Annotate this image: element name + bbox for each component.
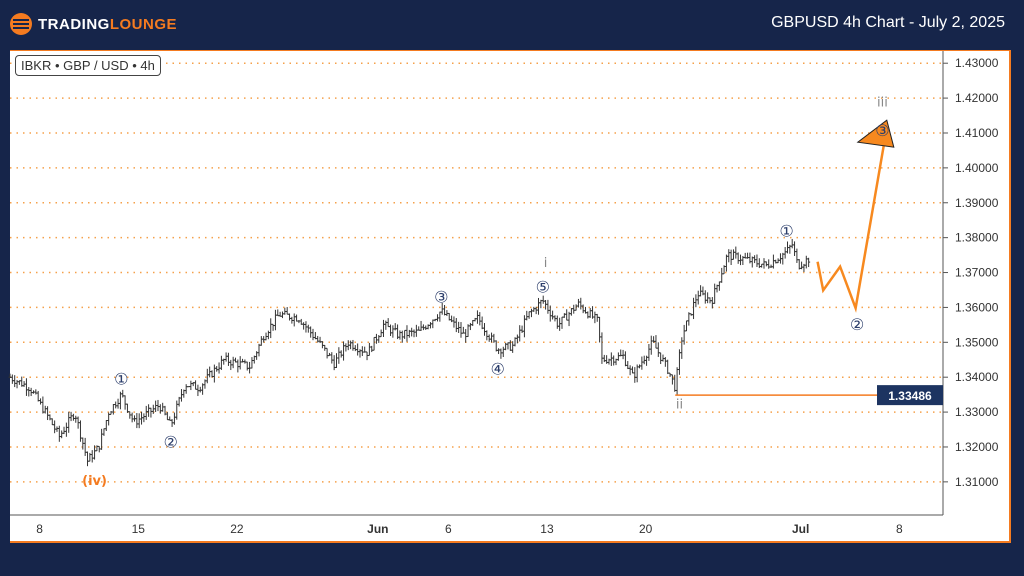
y-tick-label: 1.43000 bbox=[955, 56, 999, 70]
projection-arrowhead-icon bbox=[856, 119, 895, 148]
wave-label: ⑤ bbox=[536, 278, 550, 297]
y-tick-label: 1.42000 bbox=[955, 91, 999, 105]
logo-icon bbox=[10, 13, 32, 35]
y-tick-label: 1.41000 bbox=[955, 126, 999, 140]
logo-text-trading: TRADING bbox=[38, 15, 110, 33]
y-tick-label: 1.39000 bbox=[955, 196, 999, 210]
wave-label: ② bbox=[163, 432, 177, 451]
wave-label: ii bbox=[676, 397, 683, 412]
wave-label: ① bbox=[779, 221, 793, 240]
price-tag-label: 1.33486 bbox=[888, 389, 932, 403]
wave-label: iii bbox=[877, 96, 888, 111]
y-tick-label: 1.34000 bbox=[955, 370, 999, 384]
logo-text-lounge: LOUNGE bbox=[109, 15, 177, 33]
wave-label: ③ bbox=[434, 288, 448, 307]
y-tick-label: 1.36000 bbox=[955, 300, 999, 314]
x-tick-label: 22 bbox=[230, 522, 244, 536]
wave-label: ③ bbox=[875, 121, 889, 140]
symbol-tag: IBKR • GBP / USD • 4h bbox=[15, 55, 161, 76]
y-tick-label: 1.40000 bbox=[955, 161, 999, 175]
chart-title: GBPUSD 4h Chart - July 2, 2025 bbox=[771, 14, 1005, 31]
chart-panel bbox=[10, 50, 1011, 543]
x-tick-label: 8 bbox=[896, 522, 903, 536]
x-tick-label: 20 bbox=[639, 522, 653, 536]
y-tick-label: 1.32000 bbox=[955, 440, 999, 454]
y-tick-label: 1.37000 bbox=[955, 266, 999, 280]
wave-label: ① bbox=[114, 370, 128, 389]
wave-label: (iv) bbox=[82, 474, 107, 489]
y-tick-label: 1.31000 bbox=[955, 475, 999, 489]
wave-label: ④ bbox=[490, 360, 504, 379]
y-tick-label: 1.33000 bbox=[955, 405, 999, 419]
projection-path bbox=[816, 144, 886, 313]
wave-label: ② bbox=[850, 315, 864, 334]
wave-label: i bbox=[544, 256, 548, 271]
y-tick-label: 1.38000 bbox=[955, 231, 999, 245]
price-tag bbox=[877, 385, 943, 406]
x-tick-label: 8 bbox=[36, 522, 43, 536]
tradinglounge-logo: TRADINGLOUNGE bbox=[10, 13, 177, 35]
x-tick-label: 15 bbox=[132, 522, 146, 536]
y-tick-label: 1.35000 bbox=[955, 335, 999, 349]
x-tick-label: Jun bbox=[367, 522, 388, 536]
x-tick-label: Jul bbox=[792, 522, 809, 536]
x-tick-label: 6 bbox=[445, 522, 452, 536]
x-tick-label: 13 bbox=[540, 522, 554, 536]
